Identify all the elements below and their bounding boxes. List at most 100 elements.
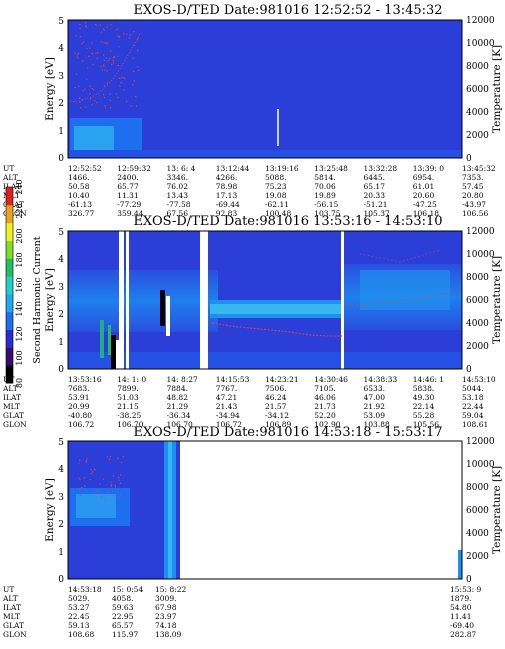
red-dot	[84, 22, 87, 24]
red-dot	[78, 462, 80, 464]
panel-2-row-label-glon: GLON	[3, 420, 27, 429]
ephemeris-cell: 19.89	[314, 191, 336, 200]
panel-2-data-gap-3	[200, 231, 208, 369]
panel-3-row-label-mlt: MLT	[3, 612, 20, 621]
colorbar-swatch	[6, 276, 13, 295]
red-dot	[119, 85, 121, 87]
ephemeris-cell: 5029.	[68, 594, 89, 603]
red-dot	[104, 105, 106, 107]
red-dot	[117, 457, 119, 460]
ephemeris-cell: 5088.	[265, 173, 286, 182]
panel-3-ytick-1: 1	[58, 548, 64, 558]
red-dot	[103, 54, 105, 56]
red-dot	[82, 90, 84, 92]
panel-2-y2tick-2: 4000	[466, 319, 489, 329]
ephemeris-cell: 14: 8:27	[167, 375, 199, 384]
ephemeris-cell: 100.48	[265, 209, 291, 218]
panel-2-left-axis: 0 1 2 3 4 5 Energy [eV]	[44, 228, 64, 375]
ephemeris-cell: 13:25:48	[314, 164, 348, 173]
red-dot	[103, 65, 105, 67]
red-dot	[129, 34, 131, 36]
red-dot	[123, 33, 125, 35]
ephemeris-cell: 103.75	[314, 209, 340, 218]
ephemeris-cell: 49.30	[413, 393, 435, 402]
ephemeris-cell: 53.09	[364, 411, 386, 420]
panel-2-ytick-3: 3	[58, 283, 64, 293]
red-dot	[90, 469, 92, 471]
ephemeris-cell: -38.25	[117, 411, 141, 420]
ephemeris-cell: 53.18	[462, 393, 484, 402]
ephemeris-cell: 57.45	[462, 182, 484, 191]
panel-2-data-gap-4	[341, 231, 344, 369]
ephemeris-cell: -51.21	[364, 200, 388, 209]
panel-2-ytick-4: 4	[58, 255, 64, 265]
red-dot	[101, 496, 103, 498]
red-dot	[79, 107, 82, 109]
ephemeris-cell: 22.45	[68, 612, 90, 621]
red-dot	[109, 93, 111, 95]
red-dot	[117, 64, 119, 67]
ephemeris-cell: 106.72	[68, 420, 94, 429]
ephemeris-cell: 7884.	[167, 384, 188, 393]
red-dot	[93, 468, 96, 470]
red-dot	[106, 43, 108, 45]
ephemeris-cell: 13:12:44	[216, 164, 250, 173]
red-dot	[82, 60, 84, 62]
red-dot	[104, 97, 106, 99]
colorbar-tick-160: 160	[15, 277, 24, 292]
panel-2-y2tick-1: 2000	[466, 342, 489, 352]
red-dot	[75, 73, 78, 75]
red-dot	[91, 52, 93, 55]
panel-1-left-axis: 0 1 2 3 4 5 Energy [eV]	[44, 17, 64, 164]
red-dot	[115, 93, 118, 95]
panel-2-bottom-band	[68, 352, 462, 369]
ephemeris-cell: 55.28	[413, 411, 435, 420]
panel-3-y2tick-0: 0	[466, 575, 472, 585]
ephemeris-cell: 6445.	[364, 173, 385, 182]
ephemeris-cell: 22.44	[462, 402, 484, 411]
red-dot	[119, 482, 121, 484]
ephemeris-cell: 4058.	[112, 594, 133, 603]
ephemeris-cell: 108.68	[68, 630, 94, 639]
ephemeris-cell: 65.17	[364, 182, 386, 191]
ephemeris-cell: 15:53: 9	[450, 585, 482, 594]
ephemeris-cell: 50.58	[68, 182, 90, 191]
panel-1-row-label-ut: UT	[3, 164, 14, 173]
red-dot	[123, 77, 125, 79]
colorbar-tick-120: 120	[15, 326, 24, 341]
panel-3-right-axis: 0 2000 4000 6000 8000 10000 12000 Temper…	[466, 437, 503, 585]
panel-2-ytick-5: 5	[58, 228, 64, 238]
ephemeris-cell: 61.01	[413, 182, 434, 191]
red-dot	[103, 28, 105, 30]
panel-3-y2tick-4: 8000	[466, 483, 489, 493]
red-dot	[104, 69, 106, 71]
red-dot	[77, 53, 79, 55]
ephemeris-cell: 10.40	[68, 191, 90, 200]
red-dot	[118, 46, 120, 48]
panel-3-y2tick-2: 4000	[466, 529, 489, 539]
ephemeris-cell: 76.02	[167, 182, 189, 191]
colorbar-tick-220: 220	[15, 203, 24, 218]
red-dot	[96, 102, 98, 104]
panel-2-row-label-glat: GLAT	[3, 411, 24, 420]
panel-3-y2tick-5: 10000	[466, 460, 495, 470]
ephemeris-cell: 4266.	[216, 173, 237, 182]
ephemeris-cell: 67.56	[167, 209, 189, 218]
ephemeris-cell: 22.95	[112, 612, 134, 621]
red-dot	[80, 495, 82, 497]
red-dot	[114, 484, 116, 486]
ephemeris-cell: 5814.	[314, 173, 335, 182]
red-dot	[111, 63, 113, 66]
colorbar-swatch	[6, 204, 13, 224]
red-dot	[96, 57, 98, 60]
red-dot	[79, 479, 81, 481]
colorbar-swatches	[6, 187, 13, 384]
red-dot	[91, 471, 94, 473]
red-dot	[112, 475, 114, 477]
red-dot	[95, 52, 97, 54]
red-dot	[117, 35, 119, 37]
red-dot	[74, 52, 76, 55]
ephemeris-cell: 108.61	[462, 420, 488, 429]
